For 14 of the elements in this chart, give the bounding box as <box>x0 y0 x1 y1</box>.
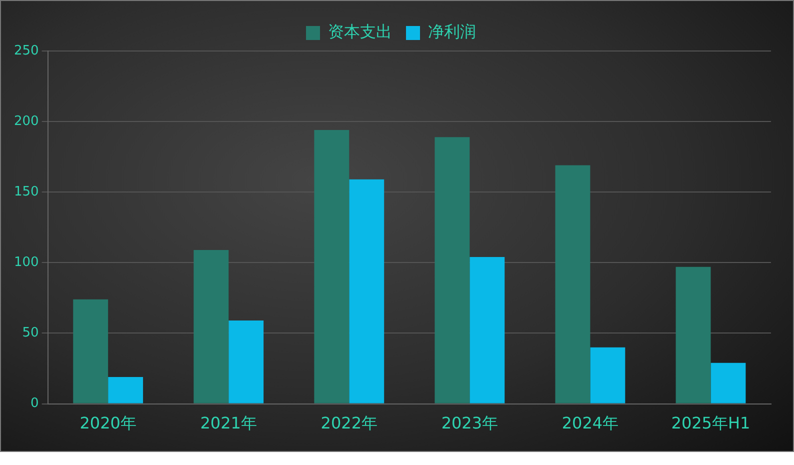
legend-label: 净利润 <box>428 22 476 42</box>
y-tick-label: 200 <box>14 114 39 129</box>
x-tick-label: 2023年 <box>441 414 498 433</box>
x-tick-label: 2021年 <box>200 414 257 433</box>
x-tick-label: 2024年 <box>562 414 619 433</box>
y-tick-label: 0 <box>30 396 39 412</box>
y-tick-label: 150 <box>14 184 39 200</box>
x-tick-label: 2022年 <box>320 414 378 433</box>
x-tick-label: 2025年H1 <box>671 414 750 433</box>
y-tick-label: 100 <box>14 255 39 270</box>
x-tick-label: 2020年 <box>80 414 136 433</box>
legend-label: 资本支出 <box>328 22 392 42</box>
y-tick-label: 50 <box>22 326 39 341</box>
y-tick-label: 250 <box>14 43 39 58</box>
